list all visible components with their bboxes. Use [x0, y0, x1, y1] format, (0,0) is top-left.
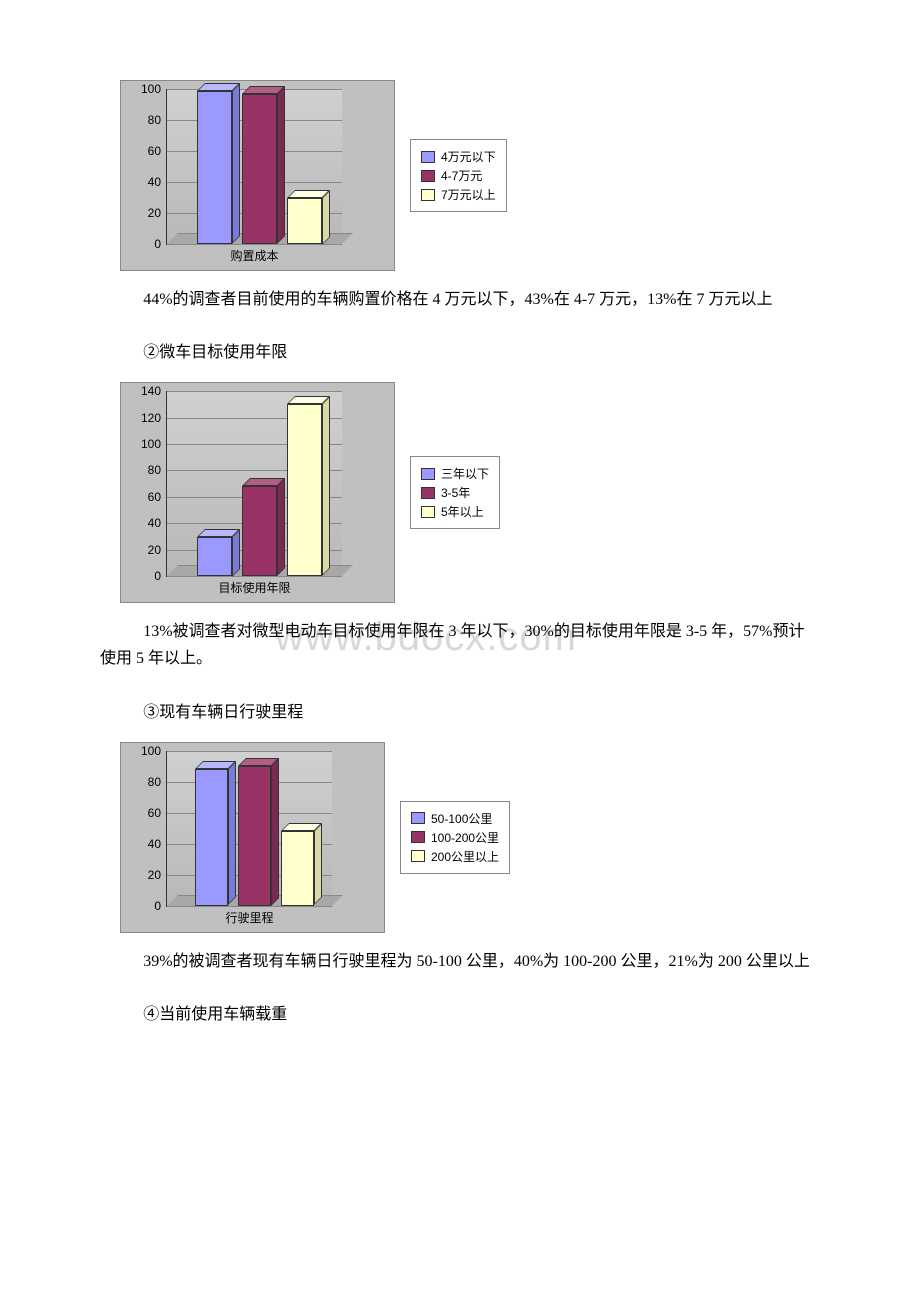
chart-bar [281, 823, 322, 905]
chart-ytick: 140 [129, 384, 161, 398]
chart-usage-years: 0 20 40 60 80 100 120 140 目标使用年限 三年以下 3-5年 5年以上 [100, 382, 820, 603]
legend-item: 200公里以上 [411, 848, 499, 865]
legend-swatch [421, 170, 435, 182]
chart-xlabel: 行驶里程 [167, 909, 332, 926]
legend-item: 4万元以下 [421, 148, 496, 165]
chart-ytick: 40 [129, 837, 161, 851]
legend-swatch [411, 812, 425, 824]
chart-xlabel: 购置成本 [167, 247, 342, 264]
chart-bar [238, 758, 279, 906]
chart-ytick: 60 [129, 806, 161, 820]
chart-ytick: 0 [129, 237, 161, 251]
chart3-plot: 0 20 40 60 80 100 行驶里程 [120, 742, 385, 933]
chart2-plot: 0 20 40 60 80 100 120 140 目标使用年限 [120, 382, 395, 603]
chart3-legend: 50-100公里 100-200公里 200公里以上 [400, 801, 510, 874]
legend-swatch [411, 831, 425, 843]
legend-item: 4-7万元 [421, 167, 496, 184]
chart-ytick: 20 [129, 206, 161, 220]
legend-item: 7万元以上 [421, 186, 496, 203]
chart-ytick: 100 [129, 744, 161, 758]
legend-item: 100-200公里 [411, 829, 499, 846]
chart-bar [195, 761, 236, 905]
chart-bar [197, 83, 240, 244]
legend-label: 3-5年 [441, 484, 470, 501]
chart2-legend: 三年以下 3-5年 5年以上 [410, 456, 500, 529]
legend-swatch [421, 468, 435, 480]
chart-bar [197, 529, 240, 577]
chart-xlabel: 目标使用年限 [167, 579, 342, 596]
legend-label: 三年以下 [441, 465, 489, 482]
heading-2: ②微车目标使用年限 [100, 338, 820, 362]
text-paragraph-2: 13%被调查者对微型电动车目标使用年限在 3 年以下，30%的目标使用年限是 3… [100, 618, 820, 672]
chart-bar [287, 190, 330, 245]
chart-ytick: 120 [129, 411, 161, 425]
legend-label: 100-200公里 [431, 829, 499, 846]
chart-ytick: 20 [129, 868, 161, 882]
chart-ytick: 60 [129, 490, 161, 504]
legend-swatch [411, 850, 425, 862]
text-paragraph-3: 39%的被调查者现有车辆日行驶里程为 50-100 公里，40%为 100-20… [100, 948, 820, 975]
chart-ytick: 60 [129, 144, 161, 158]
heading-4: ④当前使用车辆载重 [100, 1000, 820, 1024]
chart-ytick: 0 [129, 569, 161, 583]
chart1-plot: 0 20 40 60 80 100 购置成本 [120, 80, 395, 271]
legend-swatch [421, 189, 435, 201]
chart-ytick: 0 [129, 899, 161, 913]
chart-ytick: 40 [129, 516, 161, 530]
chart-ytick: 100 [129, 437, 161, 451]
text-paragraph-1: 44%的调查者目前使用的车辆购置价格在 4 万元以下，43%在 4-7 万元，1… [100, 286, 820, 313]
legend-swatch [421, 151, 435, 163]
legend-item: 3-5年 [421, 484, 489, 501]
chart-bar [242, 478, 285, 576]
heading-3: ③现有车辆日行驶里程 [100, 698, 820, 722]
legend-item: 5年以上 [421, 503, 489, 520]
chart1-legend: 4万元以下 4-7万元 7万元以上 [410, 139, 507, 212]
legend-label: 4-7万元 [441, 167, 482, 184]
chart-ytick: 20 [129, 543, 161, 557]
legend-label: 5年以上 [441, 503, 484, 520]
legend-label: 50-100公里 [431, 810, 492, 827]
legend-label: 7万元以上 [441, 186, 496, 203]
legend-item: 三年以下 [421, 465, 489, 482]
legend-swatch [421, 506, 435, 518]
legend-label: 200公里以上 [431, 848, 499, 865]
chart-purchase-cost: 0 20 40 60 80 100 购置成本 4万元以下 4-7万元 7万元以上 [100, 80, 820, 271]
chart-bar [242, 86, 285, 244]
chart-ytick: 80 [129, 113, 161, 127]
legend-label: 4万元以下 [441, 148, 496, 165]
legend-item: 50-100公里 [411, 810, 499, 827]
chart-bar [287, 396, 330, 576]
chart-ytick: 80 [129, 463, 161, 477]
chart-ytick: 100 [129, 82, 161, 96]
chart-ytick: 80 [129, 775, 161, 789]
chart-ytick: 40 [129, 175, 161, 189]
legend-swatch [421, 487, 435, 499]
chart-mileage: 0 20 40 60 80 100 行驶里程 50-100公里 100-200公里 200公里以… [100, 742, 820, 933]
